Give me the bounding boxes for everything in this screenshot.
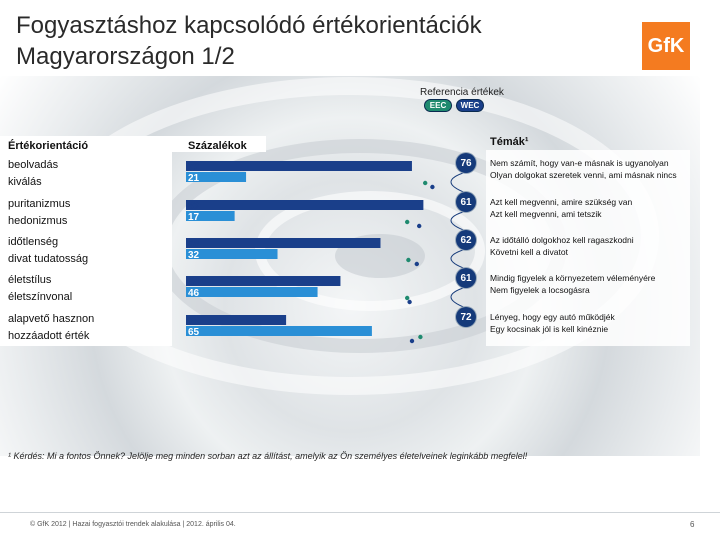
eec-legend-badge: EEC [424,99,452,112]
bar-primary [186,276,341,286]
theme-secondary: Követni kell a divatot [490,247,568,257]
row-label-primary: alapvető hasznon [8,313,95,325]
theme-secondary: Azt kell megvenni, ami tetszik [490,209,602,219]
eec-marker [406,257,411,263]
theme-text: Nem számít, hogy van-e másnak is ugyanol… [490,157,690,181]
bar-value-label: 21 [188,173,200,184]
eec-marker [405,219,410,225]
bubble-connector [450,171,467,194]
bar-primary [186,161,412,171]
row-label: időtlenség divat tudatosság [8,234,88,268]
theme-secondary: Nem figyelek a locsogásra [490,285,590,295]
row-label-primary: puritanizmus [8,198,71,210]
wec-marker [417,223,422,229]
bar-value-label: 54 [188,277,200,288]
bar-value-label: 79 [188,162,200,173]
score-bubble: 72 [456,307,476,327]
theme-primary: Nem számít, hogy van-e másnak is ugyanol… [490,158,669,168]
score-bubble: 76 [456,153,476,173]
wec-marker [430,184,435,190]
bar-value-label: 32 [188,250,200,261]
theme-text: Mindig figyelek a környezetem véleményér… [490,272,690,296]
row-label-secondary: divat tudatosság [8,253,89,265]
footer-text: © GfK 2012 | Hazai fogyasztói trendek al… [30,521,236,528]
bubble-connector [450,210,467,232]
bar-value-label: 68 [188,239,200,250]
row-label: életstílus életszínvonal [8,272,72,306]
theme-primary: Az időtálló dolgokhoz kell ragaszkodni [490,235,634,245]
reference-label: Referencia értékek [420,87,504,98]
footnote: ¹ Kérdés: Mi a fontos Önnek? Jelölje meg… [8,451,528,461]
row-label-primary: beolvadás [8,159,59,171]
bubble-connector [450,286,467,309]
bar-secondary [186,326,372,336]
row-label: beolvadás kiválás [8,157,58,191]
theme-text: Lényeg, hogy egy autó működjék Egy kocsin… [490,311,690,335]
title-line-1: Fogyasztáshoz kapcsolódó értékorientáció… [16,12,482,39]
title-line-2: Magyarországon 1/2 [16,43,235,70]
bar-primary [186,200,424,210]
bar-value-label: 65 [188,327,200,338]
eec-marker [418,334,423,340]
percent-header-bg [172,136,266,152]
theme-text: Azt kell megvenni, amire szükség van Azt … [490,196,690,220]
wec-marker [409,338,415,344]
theme-primary: Lényeg, hogy egy autó működjék [490,312,615,322]
theme-text: Az időtálló dolgokhoz kell ragaszkodni Kö… [490,234,690,258]
row-label-secondary: hedonizmus [8,215,68,227]
bar-secondary [186,172,247,182]
row-label-secondary: hozzáadott érték [8,330,90,342]
label-column [0,136,172,346]
gfk-logo: GfK [642,22,690,70]
row-label-primary: életstílus [8,274,52,286]
eec-marker [405,295,410,301]
score-bubble: 61 [456,268,476,288]
theme-primary: Mindig figyelek a környezetem véleményér… [490,273,656,283]
bar-value-label: 83 [188,201,200,212]
themes-header: Témák¹ [490,136,529,148]
wec-marker [414,261,419,267]
bubble-connector [450,248,467,270]
page-number: 6 [690,520,695,529]
row-label: puritanizmus hedonizmus [8,196,70,230]
bar-secondary [186,249,278,259]
theme-primary: Azt kell megvenni, amire szükség van [490,197,633,207]
bar-value-label: 35 [188,316,200,327]
wec-marker [407,299,412,305]
wec-legend-badge: WEC [456,99,484,112]
row-label-secondary: kiválás [8,176,42,188]
page-title: Fogyasztáshoz kapcsolódó értékorientáció… [16,10,616,72]
bar-secondary [186,287,318,297]
score-bubble: 61 [456,192,476,212]
row-label: alapvető hasznon hozzáadott érték [8,311,94,345]
bar-secondary [186,211,235,221]
bar-value-label: 17 [188,212,200,223]
bar-primary [186,238,381,248]
row-label-secondary: életszínvonal [8,291,73,303]
bar-primary [186,315,287,325]
row-label-primary: időtlenség [8,236,59,248]
theme-column [486,150,690,346]
footer-divider [0,512,720,513]
orientation-header: Értékorientáció [8,140,89,152]
percent-header: Százalékok [188,140,247,152]
score-bubble: 62 [456,230,476,250]
theme-secondary: Olyan dolgokat szeretek venni, ami másna… [490,170,677,180]
bar-value-label: 46 [188,288,200,299]
theme-secondary: Egy kocsinak jól is kell kinéznie [490,324,609,334]
eec-marker [423,180,428,186]
